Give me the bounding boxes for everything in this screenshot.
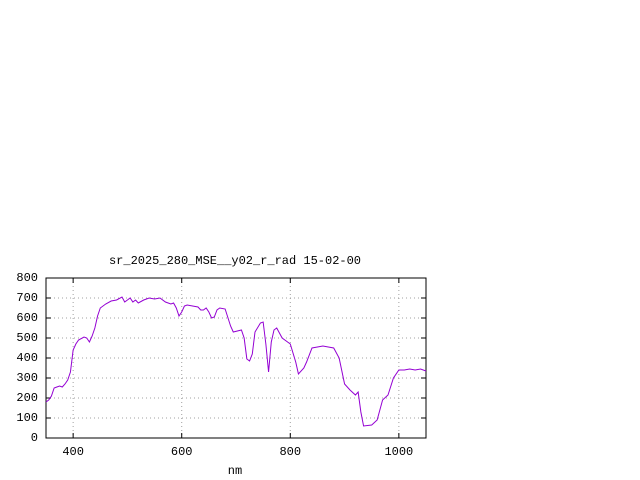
data-line (45, 296, 427, 427)
y-tick-label: 100 (16, 411, 38, 425)
y-tick-label: 400 (16, 351, 38, 365)
y-tick-label: 800 (16, 271, 38, 285)
y-tick-label: 300 (16, 371, 38, 385)
x-axis-label: nm (228, 464, 242, 478)
y-tick-label: 600 (16, 311, 38, 325)
plot-frame (45, 277, 427, 439)
y-tick-label: 0 (31, 431, 38, 445)
y-tick-label: 700 (16, 291, 38, 305)
x-tick-label: 1000 (384, 445, 413, 459)
x-tick-label: 400 (62, 445, 84, 459)
x-tick-label: 800 (279, 445, 301, 459)
y-tick-label: 200 (16, 391, 38, 405)
y-tick-label: 500 (16, 331, 38, 345)
x-tick-label: 600 (171, 445, 193, 459)
chart-title: sr_2025_280_MSE__y02_r_rad 15-02-00 (109, 254, 361, 268)
